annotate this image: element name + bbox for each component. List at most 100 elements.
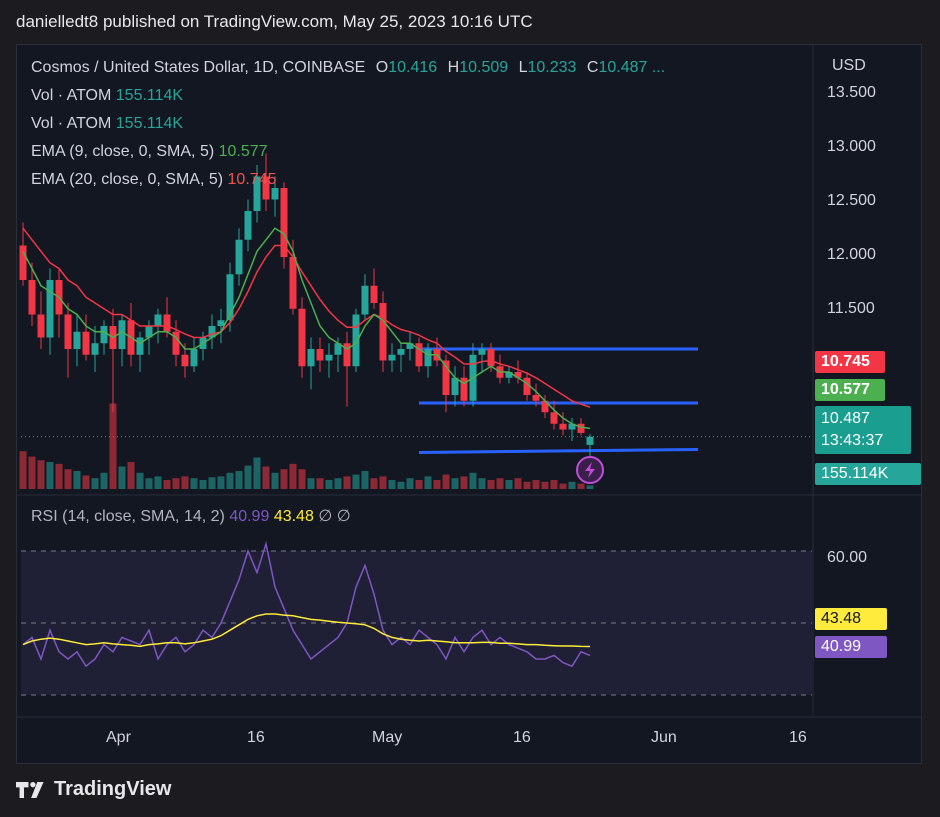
volume-bar <box>163 480 171 489</box>
legend-vol1-row[interactable]: Vol · ATOM 155.114K <box>31 87 183 105</box>
candle-body <box>397 349 405 355</box>
footer-brand[interactable]: TradingView <box>16 778 171 801</box>
legend-vol1-value: 155.114K <box>115 87 184 104</box>
legend-close-label: C <box>586 59 599 76</box>
volume-bar <box>334 478 342 489</box>
volume-bar <box>208 477 216 489</box>
publish-line: danielledt8 published on TradingView.com… <box>16 12 533 31</box>
candle-body <box>244 211 252 240</box>
rsi-ma-line <box>22 613 591 648</box>
volume-bar <box>379 476 387 489</box>
candle-body <box>217 320 225 326</box>
legend-rsi-label: RSI (14, close, SMA, 14, 2) <box>31 508 225 525</box>
candle-body <box>370 285 378 303</box>
chart-canvas[interactable] <box>17 45 921 763</box>
legend-vol2-label: Vol · ATOM <box>31 115 112 132</box>
candle-body <box>235 239 243 275</box>
time-tick: Apr <box>106 729 131 746</box>
volume-bar <box>370 478 378 489</box>
price-tick: 11.500 <box>827 300 875 317</box>
volume-bar <box>469 472 477 489</box>
candle-body <box>271 188 279 200</box>
volume-bar <box>55 463 63 489</box>
rsi-ma-badge: 43.48 <box>815 608 887 630</box>
volume-bar <box>91 478 99 489</box>
volume-bar <box>64 469 72 489</box>
candle-body <box>523 377 531 395</box>
rsi-badge: 40.99 <box>815 636 887 658</box>
currency-label[interactable]: USD <box>832 57 866 74</box>
rsi-tick: 60.00 <box>827 549 868 566</box>
candle-body <box>46 280 54 338</box>
time-tick: 16 <box>789 729 807 746</box>
volume-bar <box>406 478 414 489</box>
price-tick: 12.500 <box>827 192 876 209</box>
candle-body <box>451 377 459 395</box>
legend-ema20-row[interactable]: EMA (20, close, 0, SMA, 5) 10.745 <box>31 171 276 189</box>
legend-rsi-row[interactable]: RSI (14, close, SMA, 14, 2) 40.99 43.48 … <box>31 506 351 526</box>
price-tick: 12.000 <box>827 246 876 263</box>
legend-vol2-row[interactable]: Vol · ATOM 155.114K <box>31 115 183 133</box>
candle-body <box>577 423 585 433</box>
candle-body <box>343 343 351 367</box>
candle-body <box>190 349 198 367</box>
volume-bar <box>415 480 423 489</box>
legend-high-label: H <box>447 59 460 76</box>
price-tick: 13.500 <box>827 84 876 101</box>
volume-bar <box>487 480 495 489</box>
candle-body <box>379 303 387 361</box>
legend-low: 10.233 <box>527 59 577 76</box>
volume-bar <box>82 475 90 489</box>
volume-bar <box>532 480 540 489</box>
volume-bar <box>118 466 126 489</box>
legend-ema9-row[interactable]: EMA (9, close, 0, SMA, 5) 10.577 <box>31 143 268 161</box>
candle-body <box>505 372 513 378</box>
volume-bar <box>271 472 279 489</box>
legend-ema9-value: 10.577 <box>218 143 268 160</box>
volume-bar <box>235 471 243 489</box>
candle-body <box>154 314 162 326</box>
candle-body <box>325 354 333 361</box>
candle-body <box>586 436 594 445</box>
candle-body <box>91 343 99 355</box>
volume-bar <box>514 478 522 489</box>
volume-bar <box>343 476 351 489</box>
candle-body <box>460 377 468 401</box>
ema20-price-badge: 10.745 <box>815 351 885 373</box>
candle-body <box>163 314 171 332</box>
candle-body <box>280 188 288 257</box>
legend-rsi-extra1: ∅ <box>318 508 333 525</box>
volume-bar <box>442 474 450 489</box>
candle-body <box>415 343 423 367</box>
candle-body <box>487 349 495 367</box>
volume-bar <box>424 476 432 489</box>
candle-body <box>172 331 180 355</box>
volume-bar <box>433 480 441 489</box>
volume-bar <box>325 480 333 489</box>
candle-body <box>388 354 396 361</box>
candle-body <box>82 331 90 355</box>
candle-body <box>208 326 216 338</box>
volume-bar <box>109 403 117 489</box>
legend-vol1-label: Vol · ATOM <box>31 87 112 104</box>
candle-body <box>136 337 144 355</box>
volume-bar <box>136 472 144 489</box>
volume-bar <box>154 476 162 489</box>
last-price: 10.487 <box>821 410 870 427</box>
time-tick: May <box>372 729 403 746</box>
volume-bar <box>253 457 261 489</box>
volume-bar <box>262 466 270 489</box>
volume-bar <box>181 476 189 489</box>
volume-bar <box>523 481 531 489</box>
candle-body <box>532 395 540 401</box>
candle-body <box>307 349 315 367</box>
volume-bar <box>19 451 27 489</box>
volume-bar <box>289 463 297 489</box>
chart-frame[interactable]: Cosmos / United States Dollar, 1D, COINB… <box>16 44 922 764</box>
volume-bar <box>388 480 396 489</box>
volume-badge: 155.114K <box>815 463 921 485</box>
volume-bar <box>307 478 315 489</box>
legend-vol2-value: 155.114K <box>115 115 184 132</box>
candle-body <box>442 360 450 395</box>
legend-ema20-value: 10.745 <box>227 171 277 188</box>
